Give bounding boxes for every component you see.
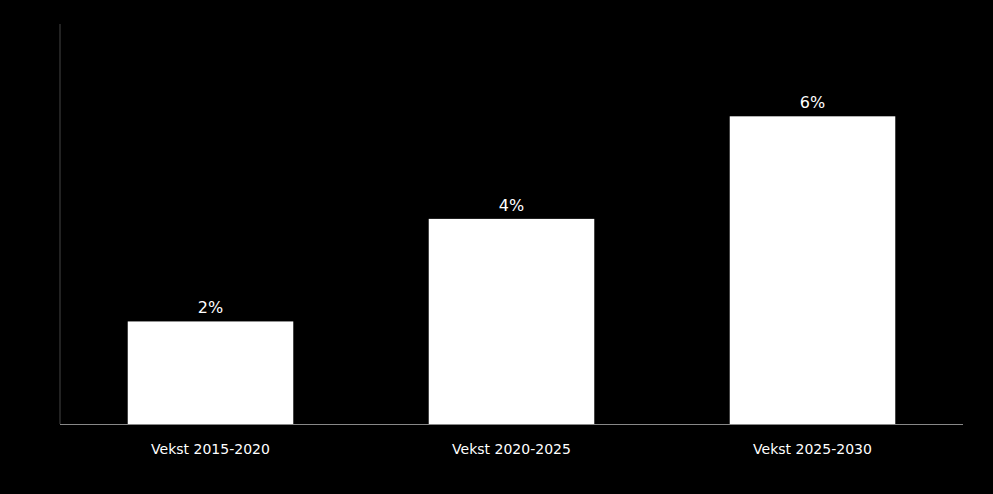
- data-label: 4%: [499, 196, 524, 215]
- x-tick-label: Vekst 2015-2020: [151, 441, 270, 457]
- bars: [128, 116, 896, 424]
- bar: [429, 219, 595, 424]
- x-tick-label: Vekst 2020-2025: [452, 441, 571, 457]
- chart-container: 2% 4% 6% Vekst 2015-2020 Vekst 2020-2025 Veks…: [0, 0, 993, 494]
- data-label: 2%: [198, 298, 223, 317]
- data-label: 6%: [800, 93, 825, 112]
- x-tick-label: Vekst 2025-2030: [753, 441, 872, 457]
- background: [0, 0, 993, 494]
- chart: 2% 4% 6% Vekst 2015-2020 Vekst 2020-2025 Veks…: [0, 0, 993, 494]
- bar: [730, 116, 896, 424]
- y-axis-line: [60, 24, 61, 424]
- x-axis-line: [60, 424, 963, 425]
- bar: [128, 321, 294, 424]
